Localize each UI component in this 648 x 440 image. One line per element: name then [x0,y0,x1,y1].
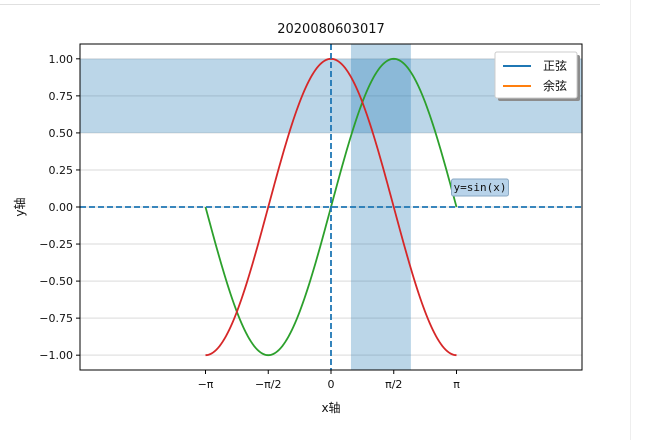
annotation-box [451,178,509,197]
y-axis-ticks: 1.00 0.75 0.50 0.25 0.00 −0.25 −0.50 −0.75 −1.00 [39,53,80,362]
sine-annotation: y=sin(x) [451,178,509,197]
x-tick-label: −π [198,378,214,391]
legend-label-cosine: 余弦 [543,78,567,93]
x-axis-ticks: −π −π/2 0 π/2 π [198,370,460,391]
annotation-label: y=sin(x) [454,181,507,194]
chart-title: 2020080603017 [277,22,385,37]
x-axis-title: x轴 [321,400,340,415]
y-tick-label: −0.50 [39,275,73,288]
y-tick-label: −1.00 [39,349,73,362]
reference-lines [80,44,582,370]
y-tick-label: −0.75 [39,312,73,325]
scroll-gutter [630,0,648,440]
y-tick-label: 0.00 [49,201,74,214]
x-tick-label: π [453,378,460,391]
x-tick-label: −π/2 [255,378,282,391]
y-tick-label: 0.75 [49,90,74,103]
legend-label-sine: 正弦 [543,58,567,73]
y-tick-label: 1.00 [49,53,74,66]
y-tick-label: 0.50 [49,127,74,140]
x-tick-label: π/2 [385,378,402,391]
y-tick-label: 0.25 [49,164,74,177]
x-tick-label: 0 [328,378,335,391]
legend: 正弦 余弦 [494,51,580,101]
cell-divider [0,4,600,5]
y-axis-title: y轴 [12,197,27,216]
y-tick-label: −0.25 [39,238,73,251]
